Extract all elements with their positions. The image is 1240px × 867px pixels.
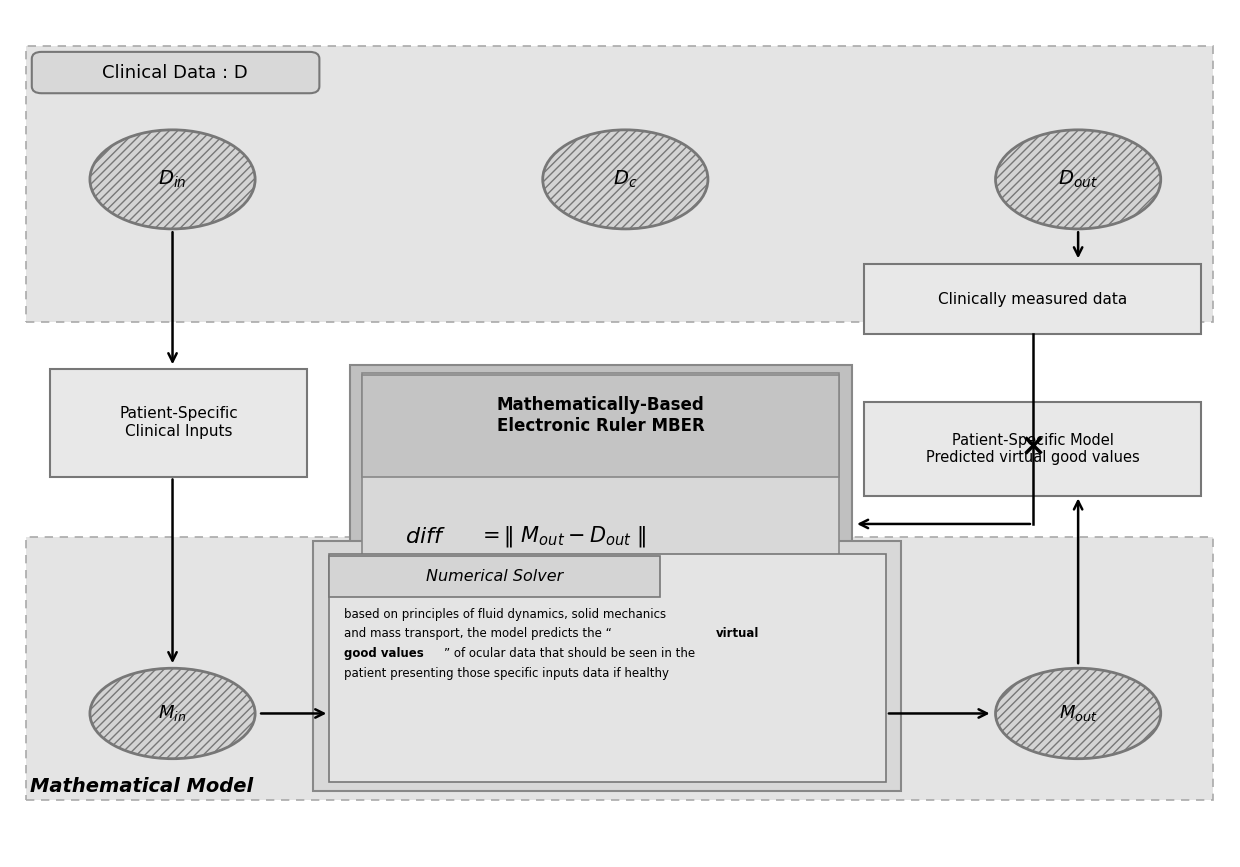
Text: Clinical Data : D: Clinical Data : D bbox=[102, 63, 248, 81]
Bar bbox=[50, 368, 308, 477]
Bar bbox=[864, 264, 1200, 335]
Text: Patient-Specific Model
Predicted virtual good values: Patient-Specific Model Predicted virtual… bbox=[926, 433, 1140, 466]
FancyBboxPatch shape bbox=[32, 52, 320, 94]
Text: $diff$: $diff$ bbox=[405, 526, 446, 548]
Ellipse shape bbox=[91, 130, 255, 229]
Text: good values: good values bbox=[343, 647, 424, 660]
Text: Mathematical Model: Mathematical Model bbox=[30, 777, 253, 796]
Text: virtual: virtual bbox=[715, 628, 759, 641]
Text: $D_c$: $D_c$ bbox=[613, 169, 637, 190]
Bar bbox=[350, 365, 852, 632]
Ellipse shape bbox=[91, 668, 255, 759]
Bar bbox=[26, 46, 1213, 322]
Ellipse shape bbox=[543, 130, 708, 229]
Text: Mathematically-Based
Electronic Ruler MBER: Mathematically-Based Electronic Ruler MB… bbox=[497, 396, 704, 435]
Text: Clinically measured data: Clinically measured data bbox=[939, 291, 1127, 307]
Bar bbox=[26, 537, 1213, 799]
Text: $D_{out}$: $D_{out}$ bbox=[1058, 169, 1099, 190]
Bar bbox=[362, 375, 839, 477]
Ellipse shape bbox=[996, 668, 1161, 759]
Ellipse shape bbox=[996, 130, 1161, 229]
Bar bbox=[329, 556, 660, 597]
Bar bbox=[329, 554, 887, 782]
Text: based on principles of fluid dynamics, solid mechanics: based on principles of fluid dynamics, s… bbox=[343, 608, 666, 621]
Text: and mass transport, the model predicts the “: and mass transport, the model predicts t… bbox=[343, 628, 611, 641]
Text: Patient-Specific
Clinical Inputs: Patient-Specific Clinical Inputs bbox=[119, 406, 238, 439]
Text: $M_{in}$: $M_{in}$ bbox=[159, 703, 186, 723]
Text: $= \|\ M_{out} - D_{out}\ \|$: $= \|\ M_{out} - D_{out}\ \|$ bbox=[479, 525, 646, 550]
Bar bbox=[362, 373, 839, 623]
Text: patient presenting those specific inputs data if healthy: patient presenting those specific inputs… bbox=[343, 667, 668, 680]
Text: $D_{in}$: $D_{in}$ bbox=[159, 169, 187, 190]
Text: ” of ocular data that should be seen in the: ” of ocular data that should be seen in … bbox=[444, 647, 696, 660]
Text: $M_{out}$: $M_{out}$ bbox=[1059, 703, 1097, 723]
Bar bbox=[864, 402, 1200, 496]
Text: Numerical Solver: Numerical Solver bbox=[425, 569, 563, 584]
Bar bbox=[314, 541, 900, 791]
